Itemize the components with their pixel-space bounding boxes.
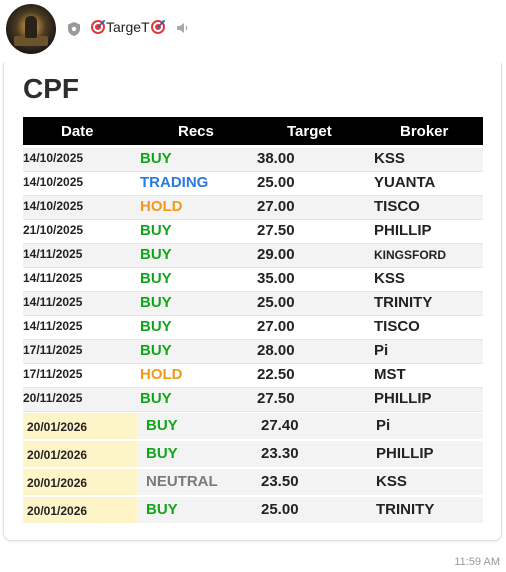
table-row-new: 20/01/2026 NEUTRAL 23.50 KSS bbox=[23, 469, 483, 497]
table-row-new: 20/01/2026 BUY 23.30 PHILLIP bbox=[23, 441, 483, 469]
column-header-date: Date bbox=[61, 123, 94, 140]
broker-cell: KINGSFORD bbox=[374, 248, 446, 262]
date-cell: 14/10/2025 bbox=[23, 199, 84, 213]
post-title: CPF bbox=[23, 73, 79, 104]
recommendation-cell: BUY bbox=[140, 222, 172, 239]
recommendation-cell: BUY bbox=[146, 417, 178, 434]
table-row: 14/11/2025 BUY 35.00 KSS bbox=[23, 268, 483, 292]
column-header-broker: Broker bbox=[400, 123, 449, 140]
date-cell: 14/11/2025 bbox=[23, 295, 83, 309]
broker-cell: PHILLIP bbox=[376, 445, 434, 462]
broker-cell: TISCO bbox=[374, 198, 420, 215]
table-row: 21/10/2025 BUY 27.50 PHILLIP bbox=[23, 220, 483, 244]
broker-cell: PHILLIP bbox=[374, 390, 432, 407]
date-highlight bbox=[23, 441, 137, 467]
table-row: 17/11/2025 BUY 28.00 Pi bbox=[23, 340, 483, 364]
recommendation-cell: HOLD bbox=[140, 366, 183, 383]
message-card: CPF Date Recs Target Broker 14/10/2025 BU… bbox=[3, 63, 502, 541]
channel-header: TargeT bbox=[0, 0, 506, 60]
broker-cell: TRINITY bbox=[374, 294, 433, 311]
table-row: 14/11/2025 BUY 25.00 TRINITY bbox=[23, 292, 483, 316]
table-row: 17/11/2025 HOLD 22.50 MST bbox=[23, 364, 483, 388]
target-price-cell: 27.40 bbox=[261, 417, 299, 434]
broker-cell: TISCO bbox=[374, 318, 420, 335]
table-row-new: 20/01/2026 BUY 25.00 TRINITY bbox=[23, 497, 483, 525]
target-price-cell: 27.00 bbox=[257, 318, 295, 335]
target-price-cell: 25.00 bbox=[261, 501, 299, 518]
recommendation-cell: NEUTRAL bbox=[146, 473, 218, 490]
recommendation-cell: BUY bbox=[140, 342, 172, 359]
date-cell: 20/01/2026 bbox=[27, 476, 88, 490]
date-cell: 20/01/2026 bbox=[27, 504, 88, 518]
broker-cell: PHILLIP bbox=[374, 222, 432, 239]
target-price-cell: 27.00 bbox=[257, 198, 295, 215]
broker-cell: YUANTA bbox=[374, 174, 436, 191]
column-header-target: Target bbox=[287, 123, 332, 140]
recommendation-cell: BUY bbox=[140, 246, 172, 263]
broker-cell: KSS bbox=[376, 473, 407, 490]
date-cell: 20/01/2026 bbox=[27, 448, 88, 462]
date-highlight bbox=[23, 413, 137, 439]
date-cell: 20/01/2026 bbox=[27, 420, 88, 434]
table-row: 14/11/2025 BUY 29.00 KINGSFORD bbox=[23, 244, 483, 268]
table-row: 14/10/2025 BUY 38.00 KSS bbox=[23, 148, 483, 172]
table-row: 14/10/2025 HOLD 27.00 TISCO bbox=[23, 196, 483, 220]
date-cell: 20/11/2025 bbox=[23, 391, 83, 405]
date-highlight bbox=[23, 497, 137, 523]
date-cell: 14/11/2025 bbox=[23, 271, 83, 285]
table-row: 14/10/2025 TRADING 25.00 YUANTA bbox=[23, 172, 483, 196]
recommendation-cell: BUY bbox=[146, 501, 178, 518]
table-row: 20/11/2025 BUY 27.50 PHILLIP bbox=[23, 388, 483, 412]
shield-icon bbox=[68, 22, 80, 36]
recommendation-cell: BUY bbox=[140, 150, 172, 167]
date-cell: 17/11/2025 bbox=[23, 343, 83, 357]
date-cell: 14/10/2025 bbox=[23, 151, 84, 165]
table-row: 14/11/2025 BUY 27.00 TISCO bbox=[23, 316, 483, 340]
channel-name[interactable]: TargeT bbox=[90, 19, 166, 35]
recommendation-cell: BUY bbox=[140, 390, 172, 407]
broker-cell: KSS bbox=[374, 150, 405, 167]
channel-avatar[interactable] bbox=[6, 4, 56, 54]
recommendation-cell: BUY bbox=[146, 445, 178, 462]
column-header-recs: Recs bbox=[178, 123, 214, 140]
date-cell: 21/10/2025 bbox=[23, 223, 84, 237]
target-price-cell: 23.30 bbox=[261, 445, 299, 462]
avatar-pedestal bbox=[14, 36, 48, 46]
target-price-cell: 27.50 bbox=[257, 390, 295, 407]
table-row-new: 20/01/2026 BUY 27.40 Pi bbox=[23, 413, 483, 441]
broker-cell: MST bbox=[374, 366, 406, 383]
avatar-figure bbox=[25, 16, 37, 38]
target-price-cell: 25.00 bbox=[257, 174, 295, 191]
broker-cell: KSS bbox=[374, 270, 405, 287]
target-price-cell: 38.00 bbox=[257, 150, 295, 167]
target-icon bbox=[150, 20, 165, 34]
recommendation-cell: TRADING bbox=[140, 174, 209, 191]
channel-name-text: TargeT bbox=[106, 19, 150, 35]
recommendation-cell: BUY bbox=[140, 294, 172, 311]
recommendation-cell: BUY bbox=[140, 318, 172, 335]
target-price-cell: 25.00 bbox=[257, 294, 295, 311]
message-time: 11:59 AM bbox=[454, 556, 500, 568]
date-cell: 17/11/2025 bbox=[23, 367, 83, 381]
date-cell: 14/11/2025 bbox=[23, 319, 83, 333]
broker-cell: Pi bbox=[376, 417, 391, 434]
date-cell: 14/11/2025 bbox=[23, 247, 83, 261]
mute-icon bbox=[177, 23, 188, 33]
recommendation-cell: BUY bbox=[140, 270, 172, 287]
target-icon bbox=[91, 20, 105, 34]
target-price-cell: 27.50 bbox=[257, 222, 295, 239]
target-price-cell: 29.00 bbox=[257, 246, 295, 263]
target-price-cell: 23.50 bbox=[261, 473, 299, 490]
broker-cell: TRINITY bbox=[376, 501, 435, 518]
target-price-cell: 28.00 bbox=[257, 342, 295, 359]
date-highlight bbox=[23, 469, 137, 495]
target-price-cell: 22.50 bbox=[257, 366, 295, 383]
recommendation-cell: HOLD bbox=[140, 198, 183, 215]
broker-cell: Pi bbox=[374, 342, 389, 359]
table-header: Date Recs Target Broker bbox=[23, 117, 483, 145]
date-cell: 14/10/2025 bbox=[23, 175, 84, 189]
target-price-cell: 35.00 bbox=[257, 270, 295, 287]
